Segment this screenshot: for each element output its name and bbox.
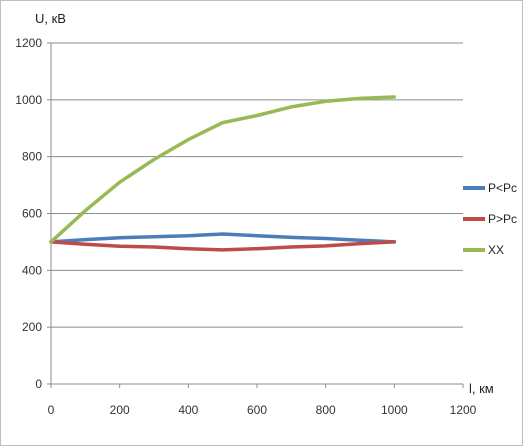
y-tick-label: 600: [22, 207, 42, 221]
legend: P<Pc P>Pc XX: [463, 181, 517, 257]
series-line: [49, 95, 397, 244]
legend-label: P>Pc: [488, 212, 517, 226]
y-tick-label: 400: [22, 263, 42, 277]
x-tick-label: 800: [316, 403, 336, 417]
y-tick-labels: 0 200 400 600 800 1000 1200: [15, 36, 42, 391]
y-tick-label: 1000: [15, 93, 42, 107]
x-tick-label: 0: [48, 403, 55, 417]
x-tick-labels: 0 200 400 600 800 1000 1200: [48, 403, 477, 417]
x-tick-label: 400: [178, 403, 198, 417]
y-axis-label: U, кВ: [35, 11, 66, 26]
series-line: [49, 240, 397, 252]
x-tick-label: 200: [110, 403, 130, 417]
x-tick-label: 600: [247, 403, 267, 417]
series-lines: [49, 95, 397, 252]
y-tick-label: 1200: [15, 36, 42, 50]
x-tick-label: 1200: [450, 403, 477, 417]
x-tick-label: 1000: [381, 403, 408, 417]
y-tick-label: 200: [22, 320, 42, 334]
legend-label: XX: [488, 243, 504, 257]
y-tick-label: 0: [35, 377, 42, 391]
y-tick-label: 800: [22, 150, 42, 164]
legend-label: P<Pc: [488, 181, 517, 195]
gridlines: [51, 42, 463, 328]
series-line: [49, 232, 397, 244]
x-axis-label: l, км: [469, 381, 494, 396]
axes: [47, 42, 464, 388]
